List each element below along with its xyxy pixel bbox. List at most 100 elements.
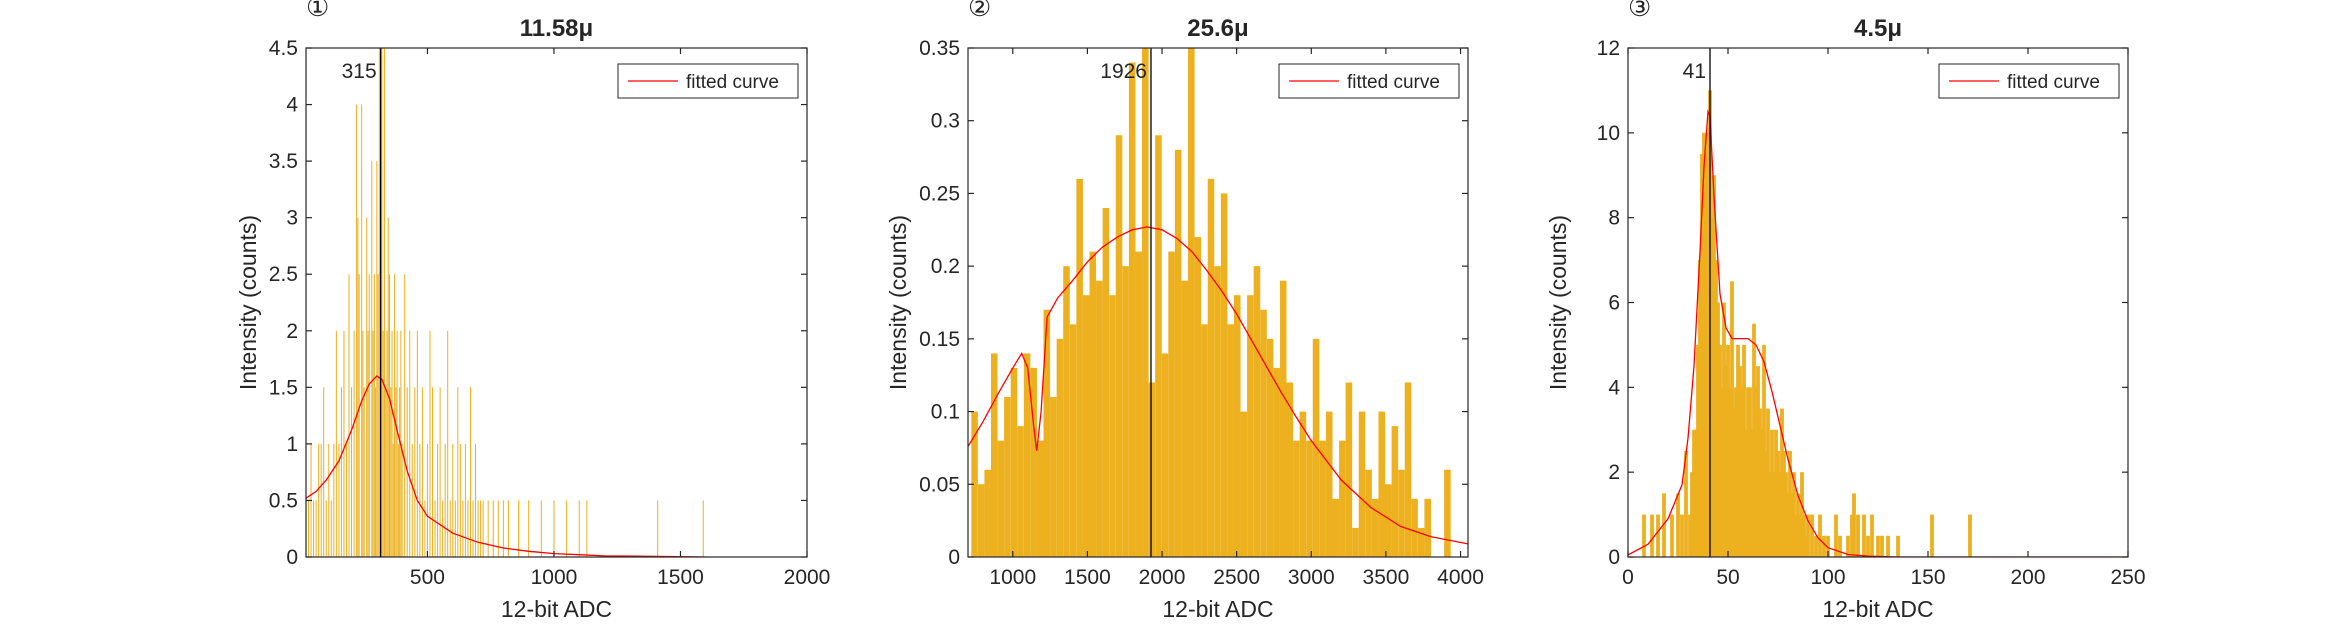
histogram-bar — [1896, 535, 1900, 557]
histogram-bar — [1774, 429, 1778, 557]
histogram-bar — [1398, 469, 1405, 557]
histogram-bar — [1712, 175, 1716, 557]
y-tick-label: 0 — [286, 546, 298, 569]
histogram-bar — [1752, 323, 1756, 557]
histogram-bar — [1760, 429, 1764, 557]
x-tick-label: 0 — [1622, 566, 1634, 589]
histogram-bar — [388, 274, 391, 557]
x-tick-label: 1000 — [989, 566, 1036, 589]
legend-label: fitted curve — [1347, 72, 1440, 93]
histogram-bar — [1227, 324, 1234, 557]
histogram-bar — [1802, 514, 1806, 557]
fitted-curve-line — [1628, 109, 2128, 557]
histogram-bar — [492, 500, 494, 557]
histogram-bars — [1642, 90, 1972, 557]
legend: fitted curve — [617, 63, 799, 99]
histogram-bar — [1642, 514, 1646, 557]
histogram-bar — [1762, 344, 1766, 557]
histogram-bar — [1056, 338, 1064, 557]
histogram-bar — [328, 443, 330, 557]
histogram-bar — [702, 500, 704, 557]
x-axis-label: 12-bit ADC — [1162, 596, 1273, 622]
histogram-bar — [1273, 367, 1280, 557]
histogram-bar — [1834, 514, 1838, 557]
histogram-bar — [1786, 493, 1790, 557]
x-tick-label: 1500 — [1064, 566, 1111, 589]
histogram-bar — [1780, 408, 1784, 557]
histogram-bar — [1391, 426, 1399, 557]
histogram-bar — [363, 387, 365, 557]
histogram-bar — [1776, 450, 1780, 557]
histogram-bar — [1332, 498, 1340, 557]
histogram-bar — [401, 443, 403, 557]
histogram-bar — [1754, 387, 1758, 557]
histogram-bar — [459, 443, 461, 557]
histogram-bar — [1876, 535, 1880, 557]
histogram-bar — [419, 443, 421, 557]
histogram-bar — [421, 387, 423, 557]
histogram-bar — [1286, 382, 1294, 557]
histogram-bar — [1017, 426, 1024, 557]
histogram-bar — [1736, 344, 1740, 557]
chart-title: 25.6μ — [1187, 15, 1248, 42]
histogram-bar — [1784, 472, 1788, 557]
y-tick-label: 0.15 — [919, 328, 960, 351]
histogram-bar — [1404, 382, 1412, 557]
histogram-bar — [467, 500, 469, 557]
axes-box — [967, 47, 1469, 558]
histogram-bar — [1758, 408, 1762, 557]
histogram-bar — [1814, 535, 1818, 557]
histogram-bar — [1299, 411, 1307, 557]
x-axis-label: 12-bit ADC — [501, 596, 612, 622]
histogram-bar — [482, 500, 484, 557]
histogram-bar — [378, 48, 380, 557]
histogram-bar — [1207, 178, 1215, 557]
histogram-bar — [394, 274, 396, 557]
histogram-bar — [528, 500, 530, 557]
y-tick-label: 2.5 — [269, 263, 298, 286]
histogram-bar — [356, 104, 358, 557]
histogram-bar — [366, 217, 368, 557]
chart-panel-3: 41 0 50 100 150 200 250 0 2 4 6 8 10 12 12-bit ADC Inte… — [1545, 0, 2146, 622]
histogram-bar — [392, 443, 394, 557]
x-tick-label: 3500 — [1363, 566, 1410, 589]
legend-label: fitted curve — [2007, 72, 2100, 93]
histogram-bar — [1698, 260, 1702, 557]
histogram-bar — [439, 387, 441, 557]
histogram-bar — [1115, 135, 1123, 557]
histogram-bar — [1109, 295, 1116, 557]
histogram-bar — [566, 500, 568, 557]
x-tick-label: 150 — [1910, 566, 1945, 589]
histogram-bar — [1826, 535, 1830, 557]
histogram-bar — [518, 500, 520, 557]
histogram-bar — [1782, 450, 1786, 557]
histogram-bar — [325, 500, 327, 557]
histogram-bar — [1096, 280, 1103, 557]
histogram-bar — [449, 500, 451, 557]
histogram-bar — [469, 387, 471, 557]
y-axis-label: Intensity (counts) — [885, 215, 911, 390]
panel-number: ① — [306, 0, 329, 23]
peak-label: 1926 — [1100, 60, 1147, 83]
histogram-bar — [320, 443, 322, 557]
peak-label: 41 — [1683, 60, 1706, 83]
histogram-bar — [1742, 344, 1746, 557]
histogram-bar — [452, 443, 454, 557]
x-tick-label: 1000 — [531, 566, 578, 589]
histogram-bar — [390, 387, 392, 557]
histogram-bar — [1688, 514, 1692, 557]
y-tick-label: 4 — [286, 94, 298, 117]
histogram-bar — [1306, 440, 1313, 557]
histogram-bar — [1870, 514, 1874, 557]
histogram-bar — [1968, 514, 1972, 557]
histogram-bar — [1233, 295, 1241, 557]
histogram-bar — [1444, 469, 1451, 557]
histogram-bar — [971, 411, 978, 557]
histogram-bar — [1043, 309, 1051, 557]
chart-title: 4.5μ — [1854, 15, 1902, 42]
histogram-bar — [1050, 397, 1057, 557]
histogram-bar — [1266, 338, 1274, 557]
histogram-bar — [1706, 132, 1710, 557]
histogram-bar — [1385, 484, 1392, 557]
